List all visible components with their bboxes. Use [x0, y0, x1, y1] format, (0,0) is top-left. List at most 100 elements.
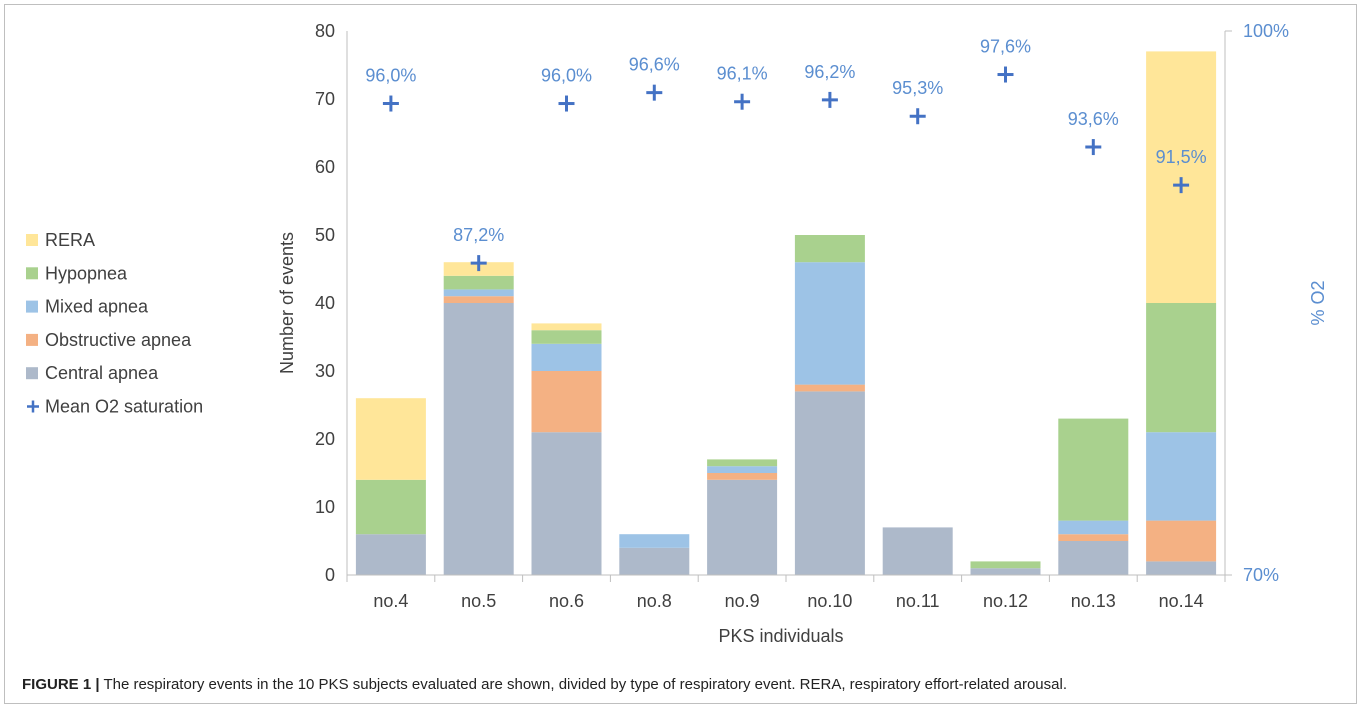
- bar-hypopnea: [1146, 303, 1217, 433]
- bar-central-apnea: [531, 432, 602, 575]
- y2-tick-label: 100%: [1243, 21, 1289, 41]
- bar-central-apnea: [1058, 541, 1129, 575]
- legend-item: Mean O2 saturation: [27, 397, 203, 417]
- bar-obstructive-apnea: [707, 473, 778, 480]
- o2-value-label: 87,2%: [453, 225, 504, 245]
- legend-swatch: [26, 300, 38, 313]
- legend-label: Hypopnea: [45, 263, 128, 283]
- o2-value-label: 96,2%: [804, 62, 855, 82]
- o2-marker: [558, 95, 575, 112]
- o2-value-label: 96,1%: [717, 64, 768, 84]
- legend-swatch: [26, 234, 38, 246]
- x-tick-label: no.10: [807, 591, 852, 611]
- bar-hypopnea: [794, 235, 865, 263]
- x-axis: no.4 no.5 no.6 no.8 no.9 no.10 no.11 no.12 no.13…: [346, 574, 1226, 611]
- x-tick-label: no.8: [637, 591, 672, 611]
- bar-hypopnea: [1058, 418, 1129, 521]
- y-tick-label: 30: [315, 361, 335, 381]
- y-tick-label: 20: [315, 429, 335, 449]
- x-tick-label: no.13: [1071, 591, 1116, 611]
- x-tick-label: no.5: [461, 591, 496, 611]
- legend-item: Hypopnea: [26, 263, 128, 283]
- bar-hypopnea: [443, 275, 514, 290]
- bar-obstructive-apnea: [794, 384, 865, 392]
- y-tick-label: 80: [315, 21, 335, 41]
- x-tick-label: no.14: [1159, 591, 1204, 611]
- o2-marker: [470, 255, 487, 272]
- bar-rera: [531, 323, 602, 331]
- o2-marker: [734, 93, 751, 110]
- legend-label: Mean O2 saturation: [45, 397, 203, 417]
- o2-value-label: 97,6%: [980, 37, 1031, 57]
- bar-mixed-apnea: [1146, 432, 1217, 521]
- bar-hypopnea: [970, 561, 1041, 569]
- y-axis-label: Number of events: [277, 232, 297, 374]
- y-tick-label: 60: [315, 157, 335, 177]
- figure-caption: FIGURE 1 | The respiratory events in the…: [22, 676, 1342, 693]
- bar-hypopnea: [531, 330, 602, 344]
- bar-hypopnea: [355, 479, 426, 535]
- bar-mixed-apnea: [707, 466, 778, 473]
- bar-central-apnea: [882, 527, 953, 575]
- legend-item: Obstructive apnea: [26, 330, 192, 350]
- bar-obstructive-apnea: [443, 296, 514, 303]
- o2-value-label: 96,0%: [365, 66, 416, 86]
- caption-text: The respiratory events in the 10 PKS sub…: [99, 676, 1067, 693]
- bar-central-apnea: [1146, 561, 1217, 575]
- y-tick-label: 40: [315, 293, 335, 313]
- bar-hypopnea: [707, 459, 778, 467]
- o2-marker: [1085, 139, 1102, 156]
- y-tick-label: 0: [325, 565, 335, 585]
- figure-frame: [4, 4, 1357, 704]
- legend-swatch: [26, 333, 38, 346]
- bar-central-apnea: [794, 391, 865, 575]
- bar-mixed-apnea: [443, 289, 514, 297]
- y-tick-label: 10: [315, 497, 335, 517]
- o2-value-label: 91,5%: [1156, 147, 1207, 167]
- bar-mixed-apnea: [794, 262, 865, 385]
- bar-obstructive-apnea: [1058, 534, 1129, 541]
- bars: [355, 51, 1217, 575]
- o2-marker: [382, 95, 399, 112]
- bar-mixed-apnea: [531, 343, 602, 371]
- legend-item: Central apnea: [26, 363, 159, 383]
- y2-axis-label: % O2: [1308, 280, 1328, 325]
- legend-swatch: [26, 367, 38, 380]
- bar-obstructive-apnea: [1146, 520, 1217, 562]
- legend-label: RERA: [45, 230, 95, 250]
- o2-value-label: 93,6%: [1068, 109, 1119, 129]
- legend-item: Mixed apnea: [26, 297, 149, 317]
- right-axis: 70% 100%: [1224, 21, 1289, 585]
- o2-marker: [821, 91, 838, 108]
- legend-swatch: [26, 267, 38, 280]
- legend-label: Obstructive apnea: [45, 330, 192, 350]
- bar-obstructive-apnea: [531, 371, 602, 433]
- y2-tick-label: 70%: [1243, 565, 1279, 585]
- bar-central-apnea: [619, 547, 690, 575]
- bar-mixed-apnea: [619, 534, 690, 548]
- o2-value-label: 95,3%: [892, 78, 943, 98]
- bar-central-apnea: [443, 303, 514, 575]
- o2-marker: [997, 66, 1014, 83]
- bar-rera: [355, 398, 426, 480]
- o2-value-label: 96,6%: [629, 55, 680, 75]
- o2-marker: [1173, 177, 1190, 194]
- y-tick-label: 50: [315, 225, 335, 245]
- y-tick-label: 70: [315, 89, 335, 109]
- bar-central-apnea: [707, 479, 778, 575]
- bar-central-apnea: [970, 568, 1041, 575]
- legend-label: Central apnea: [45, 363, 159, 383]
- x-tick-label: no.6: [549, 591, 584, 611]
- caption-label: FIGURE 1 |: [22, 676, 100, 693]
- legend: RERA Hypopnea Mixed apnea Obstructive apnea…: [26, 230, 203, 417]
- legend-label: Mixed apnea: [45, 297, 149, 317]
- x-tick-label: no.9: [725, 591, 760, 611]
- bar-mixed-apnea: [1058, 520, 1129, 535]
- o2-value-label: 96,0%: [541, 66, 592, 86]
- o2-marker: [909, 108, 926, 125]
- left-axis: 0 10 20 30 40 50 60 70 80: [315, 21, 348, 585]
- legend-item: RERA: [26, 230, 95, 250]
- o2-marker: [646, 84, 663, 101]
- x-axis-label: PKS individuals: [718, 626, 843, 646]
